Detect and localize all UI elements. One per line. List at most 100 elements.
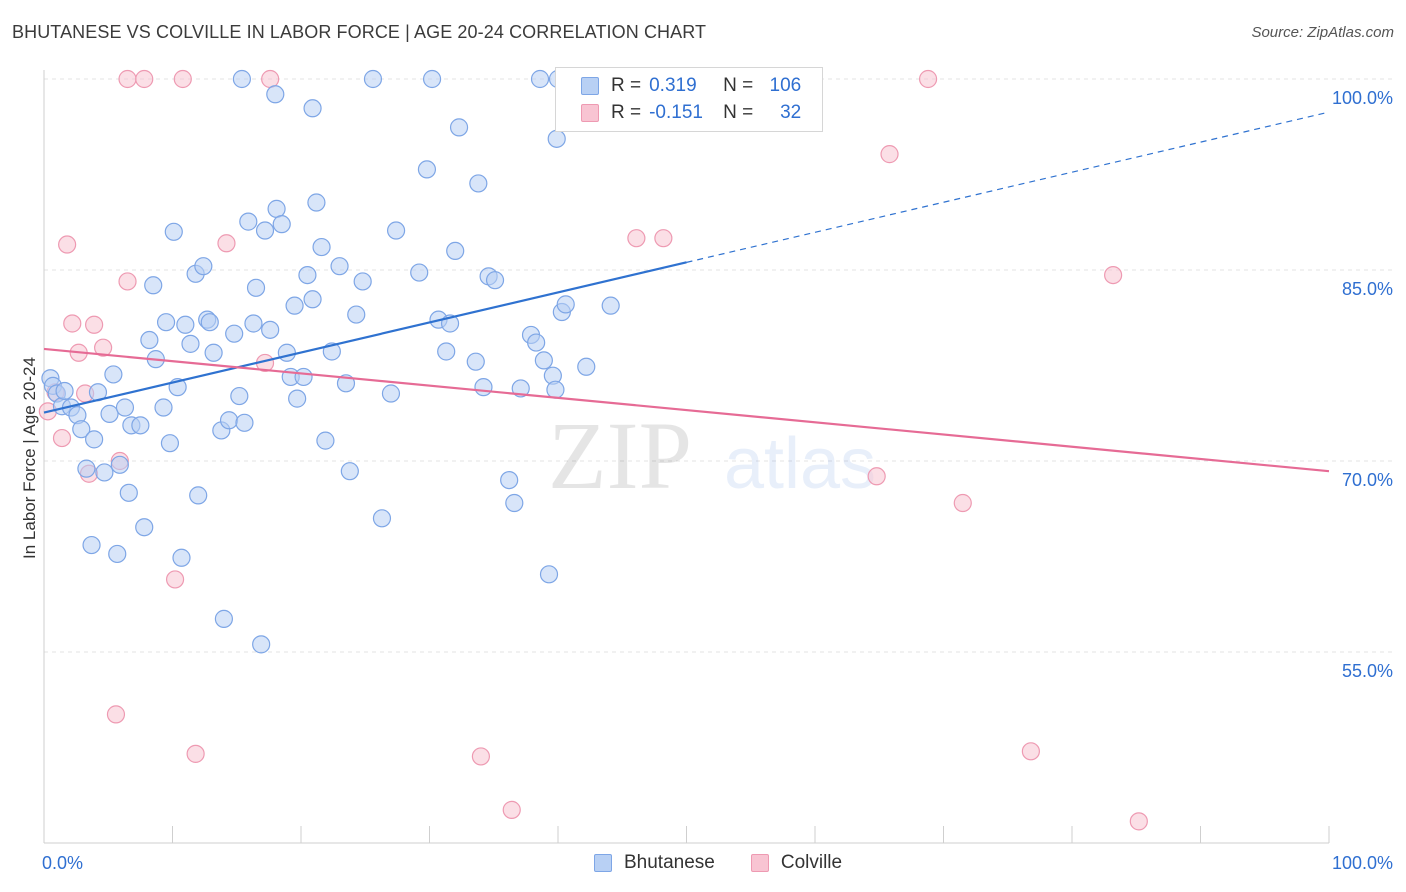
bhutanese-point — [363, 69, 383, 89]
colville-point — [1129, 812, 1148, 831]
bhutanese-point — [511, 379, 530, 398]
watermark-zip: ZIP — [548, 402, 692, 509]
series-legend-bhutanese: Bhutanese — [594, 852, 715, 874]
series-legend-colville: Colville — [750, 852, 843, 874]
colville-point — [261, 69, 280, 89]
colville-point — [471, 747, 490, 766]
bhutanese-point — [110, 455, 129, 474]
bhutanese-point — [330, 257, 349, 276]
colville-point — [918, 69, 938, 89]
y-tick-label: 55.0% — [1342, 661, 1393, 681]
bhutanese-point — [181, 334, 200, 353]
colville-point — [953, 493, 972, 513]
bhutanese-point — [340, 462, 359, 481]
tick-labels: 55.0% 70.0% 85.0% 100.0% 0.0% 100.0% — [42, 88, 1393, 873]
bhutanese-point — [303, 99, 322, 118]
bhutanese-point — [298, 265, 317, 285]
colville-point — [186, 744, 205, 763]
colville-trend-line — [43, 347, 1330, 473]
bhutanese-point — [176, 315, 195, 334]
bhutanese-point — [144, 276, 163, 295]
bhutanese-point — [200, 313, 219, 332]
colville-point — [118, 69, 137, 89]
bhutanese-point — [235, 413, 254, 432]
bhutanese-point — [303, 290, 322, 309]
colville-point — [165, 570, 185, 589]
colville-swatch — [581, 104, 599, 122]
bhutanese-point — [239, 212, 258, 231]
bhutanese-point — [449, 118, 469, 137]
bhutanese-point — [154, 398, 173, 417]
bhutanese-point — [353, 272, 372, 291]
bhutanese-point — [505, 493, 524, 513]
bhutanese-point — [500, 471, 519, 490]
bhutanese-point — [347, 305, 366, 324]
bhutanese-point — [534, 351, 553, 370]
bhutanese-point — [115, 398, 135, 417]
bhutanese-point — [261, 320, 280, 339]
bhutanese-point — [437, 342, 456, 361]
bhutanese-point — [230, 386, 249, 406]
bhutanese-point — [277, 343, 296, 362]
bhutanese-point — [288, 389, 307, 408]
bhutanese-points — [41, 69, 620, 654]
bhutanese-point — [417, 160, 437, 179]
bhutanese-point — [77, 459, 96, 478]
bhutanese-point — [140, 330, 159, 350]
bhutanese-point — [422, 69, 442, 89]
bhutanese-trend-line — [43, 261, 687, 414]
colville-legend-label: Colville — [780, 852, 843, 873]
bhutanese-point — [189, 486, 208, 505]
colville-point — [94, 338, 113, 357]
bhutanese-point — [131, 416, 150, 435]
colville-point — [106, 705, 126, 724]
bhutanese-point — [172, 548, 191, 567]
bhutanese-point — [285, 296, 304, 315]
colville-point — [1104, 265, 1123, 285]
bhutanese-point — [266, 85, 285, 104]
legend-n-label: N = — [723, 102, 754, 123]
colville-point — [502, 800, 521, 819]
bhutanese-point — [547, 129, 566, 148]
colville-point — [52, 428, 72, 448]
colville-point — [880, 145, 899, 164]
bhutanese-point — [307, 193, 326, 212]
colville-legend-swatch — [750, 854, 769, 872]
bhutanese-point — [316, 431, 335, 450]
source-credit: Source: ZipAtlas.com — [1251, 24, 1394, 41]
legend-r-label: R = — [611, 102, 642, 123]
bhutanese-point — [95, 463, 114, 482]
bhutanese-point — [246, 278, 266, 297]
bhutanese-point — [386, 221, 406, 240]
bhutanese-point — [466, 352, 485, 371]
bhutanese-point — [244, 314, 263, 333]
axes — [43, 70, 1330, 844]
colville-point — [867, 467, 886, 486]
bhutanese-point — [527, 333, 546, 352]
bhutanese-point — [485, 271, 505, 290]
bhutanese-point — [474, 378, 493, 397]
bhutanese-point — [267, 199, 286, 218]
bhutanese-point — [194, 257, 213, 276]
bhutanese-point — [530, 69, 550, 89]
bhutanese-point — [156, 313, 176, 332]
bhutanese-point — [85, 430, 104, 449]
legend-r-value: 0.319 — [649, 75, 697, 96]
bhutanese-point — [160, 434, 180, 453]
bhutanese-point — [577, 357, 596, 376]
watermark-atlas: atlas — [724, 424, 876, 504]
colville-point — [63, 314, 82, 333]
trend-lines — [43, 111, 1330, 473]
legend-r-label: R = — [611, 75, 642, 96]
colville-point — [118, 272, 137, 291]
y-tick-label: 70.0% — [1342, 470, 1393, 490]
x-tick-label: 100.0% — [1332, 853, 1393, 873]
colville-point — [654, 229, 673, 248]
bhutanese-point — [119, 483, 138, 502]
bhutanese-point — [469, 174, 488, 193]
colville-point — [173, 69, 192, 89]
series-legend: Bhutanese Colville — [594, 852, 878, 874]
bhutanese-point — [546, 380, 565, 399]
bhutanese-point — [446, 241, 465, 260]
